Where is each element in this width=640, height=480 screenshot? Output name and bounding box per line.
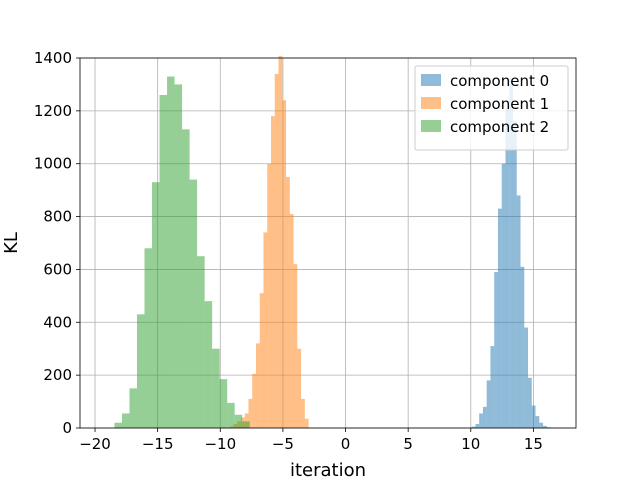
histogram-bar bbox=[524, 327, 529, 428]
legend-label: component 1 bbox=[450, 95, 549, 113]
x-axis-ticks: −20 −15 −10 −5 0 5 10 15 bbox=[79, 428, 543, 453]
histogram-bar bbox=[212, 348, 220, 428]
histogram-bar bbox=[189, 179, 198, 428]
histogram-bar bbox=[152, 182, 160, 428]
histogram-bar bbox=[219, 379, 228, 428]
histogram-bar bbox=[494, 272, 498, 428]
series-1-bars bbox=[229, 56, 309, 429]
histogram-bar bbox=[255, 343, 260, 428]
legend-swatch bbox=[421, 97, 441, 109]
histogram-bar bbox=[274, 73, 279, 428]
series-2-bars bbox=[114, 76, 250, 428]
histogram-bar bbox=[252, 373, 256, 428]
y-axis-ticks: 0 200 400 600 800 1000 1200 1400 bbox=[34, 49, 80, 437]
histogram-bar bbox=[301, 398, 305, 428]
y-tick-label: 400 bbox=[43, 313, 72, 331]
histogram-bar bbox=[289, 213, 294, 428]
histogram-bar bbox=[497, 208, 502, 428]
y-tick-label: 1400 bbox=[34, 49, 72, 67]
histogram-bar bbox=[121, 413, 130, 428]
histogram-bar bbox=[501, 163, 506, 428]
histogram-bar bbox=[304, 418, 309, 428]
x-tick-label: −15 bbox=[142, 435, 174, 453]
legend-swatch bbox=[421, 74, 441, 86]
histogram-bar bbox=[535, 416, 540, 428]
histogram-bar bbox=[271, 116, 275, 429]
histogram-bar bbox=[297, 348, 302, 428]
legend-label: component 2 bbox=[450, 118, 549, 136]
histogram-bar bbox=[531, 405, 536, 428]
histogram-bar bbox=[539, 422, 544, 428]
histogram-bar bbox=[144, 248, 153, 428]
y-tick-label: 200 bbox=[43, 366, 72, 384]
legend-label: component 0 bbox=[450, 72, 549, 90]
y-tick-label: 1200 bbox=[34, 102, 72, 120]
histogram-bar bbox=[234, 414, 243, 428]
histogram-bars bbox=[114, 56, 551, 429]
x-tick-label: 5 bbox=[403, 435, 413, 453]
histogram-bar bbox=[263, 232, 268, 428]
histogram-bar bbox=[182, 129, 190, 428]
histogram-bar bbox=[267, 163, 272, 428]
x-tick-label: 0 bbox=[341, 435, 351, 453]
histogram-bar bbox=[227, 402, 235, 428]
x-tick-label: −20 bbox=[79, 435, 111, 453]
histogram-bar bbox=[244, 413, 249, 428]
histogram-bar bbox=[479, 413, 483, 428]
histogram-bar bbox=[509, 79, 513, 429]
histogram-bar bbox=[248, 398, 253, 428]
histogram-bar bbox=[543, 425, 547, 428]
histogram-bar bbox=[114, 422, 122, 428]
legend-frame bbox=[414, 65, 569, 151]
histogram-bar bbox=[516, 195, 521, 428]
y-tick-label: 1000 bbox=[34, 155, 72, 173]
x-tick-label: −10 bbox=[204, 435, 236, 453]
histogram-bar bbox=[278, 56, 283, 428]
x-tick-label: 15 bbox=[524, 435, 543, 453]
y-axis-label: KL bbox=[1, 232, 22, 254]
x-tick-label: −5 bbox=[272, 435, 294, 453]
histogram-bar bbox=[475, 424, 480, 428]
histogram-bar bbox=[486, 380, 491, 428]
y-tick-label: 0 bbox=[62, 419, 72, 437]
histogram-bar bbox=[482, 406, 487, 428]
legend: component 0 component 1 component 2 bbox=[414, 65, 569, 151]
histogram-bar bbox=[174, 84, 183, 428]
histogram-bar bbox=[512, 121, 517, 428]
histogram-bar bbox=[242, 421, 250, 428]
histogram-bar bbox=[528, 377, 532, 428]
histogram-bar bbox=[520, 266, 525, 428]
y-tick-label: 800 bbox=[43, 208, 72, 226]
histogram-bar bbox=[490, 346, 495, 428]
histogram-bar bbox=[167, 76, 175, 428]
legend-swatch bbox=[421, 120, 441, 132]
histogram-bar bbox=[259, 293, 264, 428]
histogram-bar bbox=[129, 388, 137, 428]
histogram-bar bbox=[282, 100, 287, 429]
histogram-bar bbox=[197, 256, 205, 428]
x-axis-label: iteration bbox=[290, 460, 366, 480]
x-tick-label: 10 bbox=[461, 435, 480, 453]
histogram-bar bbox=[293, 264, 298, 428]
histogram-bar bbox=[505, 108, 510, 428]
series-0-bars bbox=[471, 79, 551, 429]
histogram-bar bbox=[159, 95, 168, 428]
histogram-bar bbox=[204, 301, 213, 428]
plot-frame bbox=[79, 57, 577, 429]
histogram-bar bbox=[136, 314, 145, 428]
y-tick-label: 600 bbox=[43, 260, 72, 278]
histogram-bar bbox=[286, 176, 290, 428]
histogram-bar bbox=[471, 426, 476, 428]
